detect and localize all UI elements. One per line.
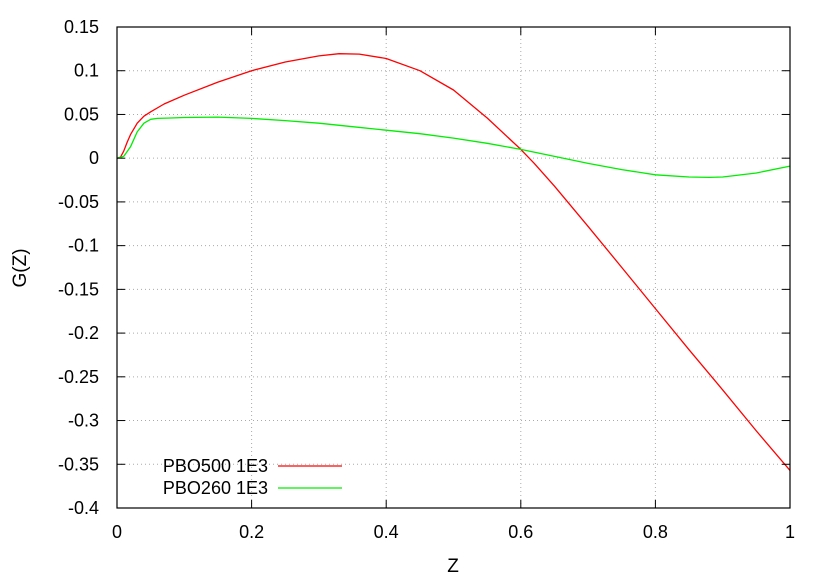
grid-lines <box>117 27 790 508</box>
y-tick-label: -0.1 <box>68 236 99 256</box>
series-lines <box>116 53 791 471</box>
y-tick-label: 0.1 <box>74 61 99 81</box>
x-tick-labels: 0 0.2 0.4 0.6 0.8 1 <box>112 522 795 542</box>
x-tick-label: 0.8 <box>643 522 668 542</box>
x-axis-label: Z <box>447 556 459 577</box>
x-tick-label: 0.4 <box>374 522 399 542</box>
axis-ticks <box>116 26 791 509</box>
y-tick-label: 0.05 <box>64 104 99 124</box>
y-tick-label: -0.25 <box>58 367 99 387</box>
y-tick-label: 0 <box>89 148 99 168</box>
y-tick-label: 0.15 <box>64 17 99 37</box>
y-tick-label: -0.35 <box>58 454 99 474</box>
series-line-1 <box>116 53 791 471</box>
series-line-2 <box>116 116 791 179</box>
x-tick-label: 0.2 <box>239 522 264 542</box>
y-axis-label: G(Z) <box>10 248 31 287</box>
legend-label-1: PBO500 1E3 <box>163 456 268 476</box>
x-tick-label: 0.6 <box>508 522 533 542</box>
x-tick-label: 1 <box>785 522 795 542</box>
y-tick-label: -0.15 <box>58 279 99 299</box>
legend-label-2: PBO260 1E3 <box>163 478 268 498</box>
y-tick-labels: 0.15 0.1 0.05 0 -0.05 -0.1 -0.15 -0.2 -0.25 -0.3 -… <box>58 17 99 518</box>
y-tick-label: -0.2 <box>68 323 99 343</box>
plot-frame <box>116 26 791 509</box>
y-tick-label: -0.4 <box>68 498 99 518</box>
x-tick-label: 0 <box>112 522 122 542</box>
y-tick-label: -0.05 <box>58 192 99 212</box>
y-tick-label: -0.3 <box>68 411 99 431</box>
